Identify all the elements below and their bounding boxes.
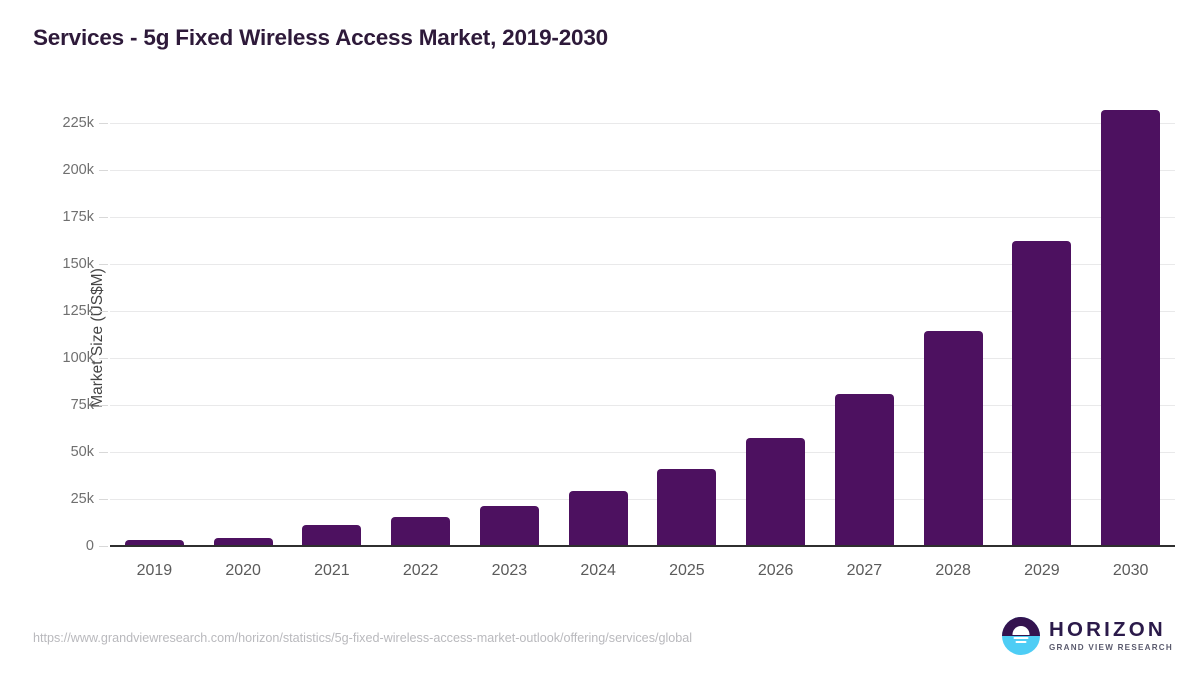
bar[interactable] — [1101, 110, 1161, 546]
y-tick-label: 150k — [62, 255, 94, 272]
y-axis-label: Market Size (US$M) — [88, 267, 106, 408]
bar-series: 2019 2020 2021 2022 2023 2024 2025 2026 2027 2028… — [110, 100, 1175, 579]
bar-slot: 2021 — [288, 100, 377, 579]
bar-slot: 2030 — [1086, 100, 1175, 579]
bar[interactable] — [124, 540, 184, 546]
y-tick-mark — [99, 546, 108, 547]
gridline — [110, 122, 1175, 124]
x-tick-label: 2025 — [669, 562, 705, 579]
page-title: Services - 5g Fixed Wireless Access Mark… — [33, 25, 608, 50]
horizon-sun-icon — [1001, 617, 1040, 655]
y-tick-label: 25k — [70, 490, 94, 507]
bar-slot: 2020 — [199, 100, 288, 579]
x-tick-label: 2028 — [935, 562, 971, 579]
bar-slot: 2028 — [909, 100, 998, 579]
logo-text: HORIZON GRAND VIEW RESEARCH — [1049, 620, 1173, 652]
bar-slot: 2024 — [554, 100, 643, 579]
gridline — [110, 404, 1175, 406]
x-tick-label: 2022 — [402, 562, 439, 579]
bar-slot: 2022 — [376, 100, 465, 579]
y-tick-label: 0 — [85, 538, 94, 554]
y-tick-label: 75k — [70, 396, 94, 413]
y-tick-mark — [99, 122, 108, 124]
bar[interactable] — [834, 393, 894, 546]
x-tick-label: 2024 — [580, 562, 616, 579]
y-tick-label: 100k — [62, 349, 94, 366]
bar-slot: 2019 — [110, 100, 199, 579]
y-tick-mark — [99, 263, 108, 265]
bar[interactable] — [479, 506, 539, 546]
bar[interactable] — [568, 490, 628, 546]
x-tick-label: 2026 — [757, 562, 794, 579]
logo-tagline: GRAND VIEW RESEARCH — [1048, 642, 1173, 652]
y-tick-mark — [99, 357, 108, 359]
x-tick-label: 2030 — [1112, 562, 1149, 579]
y-tick-mark — [99, 169, 108, 171]
y-tick-mark — [99, 451, 108, 453]
bar[interactable] — [657, 468, 717, 546]
y-tick-mark — [99, 216, 108, 218]
x-tick-label: 2019 — [136, 562, 173, 579]
bar[interactable] — [391, 517, 451, 546]
y-tick-label: 175k — [62, 208, 94, 225]
gridline — [110, 451, 1175, 453]
source-url[interactable]: https://www.grandviewresearch.com/horizo… — [33, 631, 693, 645]
bar[interactable] — [1012, 241, 1072, 546]
bar[interactable] — [213, 538, 273, 546]
gridline — [110, 263, 1175, 265]
y-tick-mark — [99, 498, 108, 500]
gridline — [110, 498, 1175, 500]
bar[interactable] — [302, 525, 362, 546]
y-tick-label: 225k — [62, 114, 94, 131]
gridline — [110, 169, 1175, 171]
horizon-logo[interactable]: HORIZON GRAND VIEW RESEARCH — [1001, 617, 1173, 655]
gridline — [110, 357, 1175, 359]
gridline — [110, 216, 1175, 218]
bar-slot: 2025 — [643, 100, 732, 579]
x-axis-line — [110, 545, 1175, 547]
bar-slot: 2029 — [998, 100, 1087, 579]
y-tick-mark — [99, 404, 108, 406]
x-tick-label: 2020 — [225, 562, 261, 579]
y-tick-label: 200k — [62, 161, 94, 178]
plot-area: 0 25k 50k 75k 100k 125k 150k 175k 200k 225k 2019 2… — [63, 100, 1175, 579]
bar[interactable] — [923, 330, 983, 546]
y-tick-mark — [99, 310, 108, 312]
bar-slot: 2023 — [465, 100, 554, 579]
bar[interactable] — [746, 437, 806, 546]
x-tick-label: 2029 — [1024, 562, 1060, 579]
y-tick-label: 125k — [62, 302, 94, 319]
logo-wordmark: HORIZON — [1048, 618, 1166, 642]
y-tick-label: 50k — [70, 443, 94, 460]
bar-slot: 2026 — [731, 100, 820, 579]
x-tick-label: 2027 — [846, 562, 883, 579]
gridline — [110, 310, 1175, 312]
x-tick-label: 2023 — [491, 562, 528, 579]
bar-slot: 2027 — [820, 100, 909, 579]
x-tick-label: 2021 — [314, 562, 350, 579]
